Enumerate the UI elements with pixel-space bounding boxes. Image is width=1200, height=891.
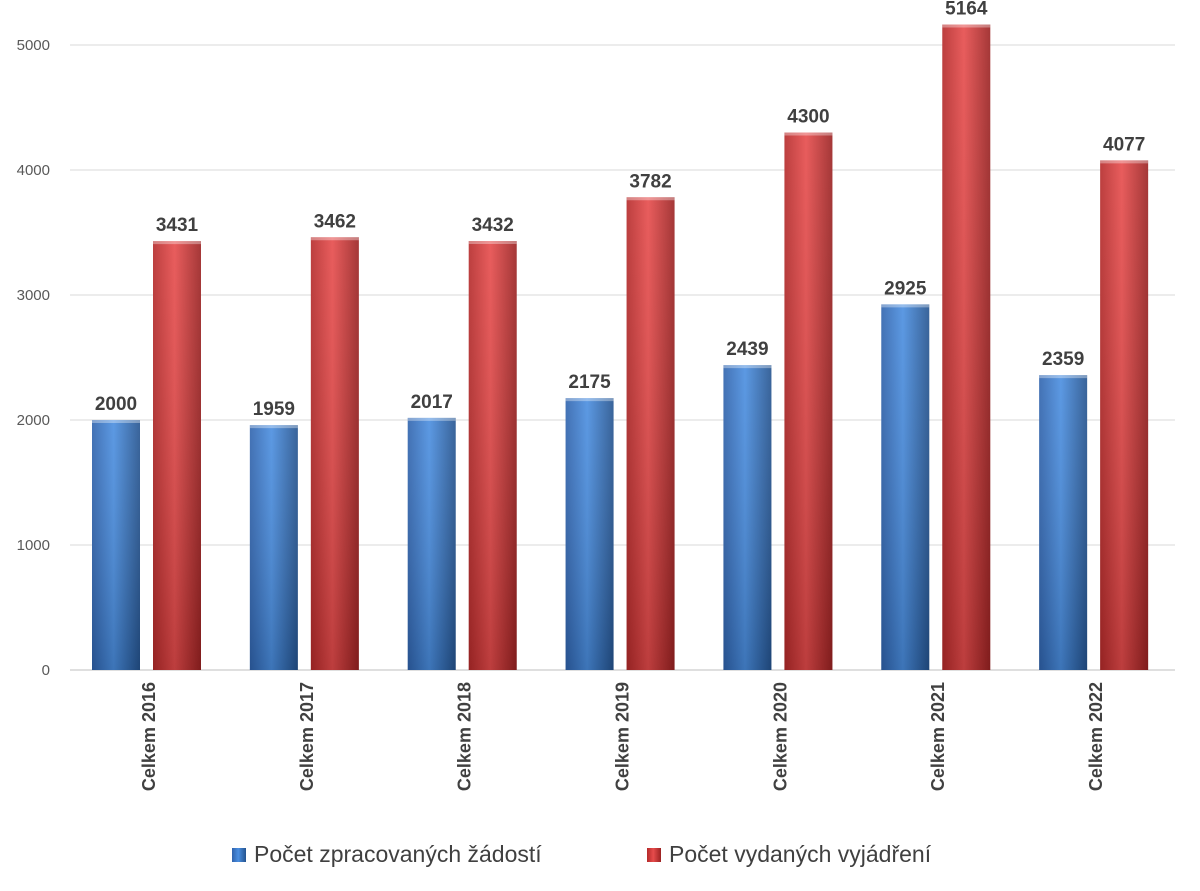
x-axis: Celkem 2016 Celkem 2017 Celkem 2018 Celkem … xyxy=(139,682,1106,791)
bar xyxy=(881,304,930,670)
data-label: 3462 xyxy=(314,211,356,232)
legend-item: Počet vydaných vyjádření xyxy=(647,841,932,867)
data-labels: 2000 3431 1959 3462 2017 3432 2175 3782 2439 4300… xyxy=(95,0,1145,420)
x-tick-label: Celkem 2022 xyxy=(1086,682,1106,791)
y-tick-label: 3000 xyxy=(17,287,50,304)
bar xyxy=(1100,160,1149,670)
bars xyxy=(92,24,1149,670)
bar xyxy=(468,241,517,670)
legend: Počet zpracovaných žádostí Počet vydaných… xyxy=(232,841,932,867)
y-tick-label: 1000 xyxy=(17,537,50,554)
data-label: 4077 xyxy=(1103,134,1145,155)
x-tick-label: Celkem 2021 xyxy=(928,682,948,791)
bar xyxy=(723,365,772,670)
data-label: 2017 xyxy=(411,392,453,413)
y-tick-label: 0 xyxy=(42,662,50,679)
bar xyxy=(407,417,456,670)
bar xyxy=(92,420,140,670)
data-label: 1959 xyxy=(253,399,295,420)
legend-item: Počet zpracovaných žádostí xyxy=(232,841,542,867)
legend-swatch xyxy=(647,848,661,862)
data-label: 3432 xyxy=(472,215,514,236)
y-tick-label: 5000 xyxy=(17,37,50,54)
bar xyxy=(565,398,614,670)
data-label: 2359 xyxy=(1042,349,1084,370)
data-label: 3782 xyxy=(629,171,671,192)
legend-label: Počet vydaných vyjádření xyxy=(669,841,932,867)
x-tick-label: Celkem 2016 xyxy=(139,682,159,791)
data-label: 4300 xyxy=(787,107,829,128)
data-label: 5164 xyxy=(945,0,988,20)
data-label: 2000 xyxy=(95,394,137,415)
data-label: 2175 xyxy=(568,372,611,393)
bar xyxy=(942,24,991,670)
y-tick-label: 4000 xyxy=(17,162,50,179)
x-tick-label: Celkem 2018 xyxy=(455,682,475,791)
x-tick-label: Celkem 2020 xyxy=(770,682,790,791)
x-tick-label: Celkem 2017 xyxy=(297,682,317,791)
bar xyxy=(1039,375,1088,670)
bar xyxy=(153,241,201,670)
data-label: 2925 xyxy=(884,278,927,299)
y-axis: 0 1000 2000 3000 4000 5000 xyxy=(17,37,50,679)
bar xyxy=(784,132,833,670)
data-label: 3431 xyxy=(156,215,199,236)
legend-swatch xyxy=(232,848,246,862)
bar xyxy=(310,237,359,670)
x-tick-label: Celkem 2019 xyxy=(613,682,633,791)
legend-label: Počet zpracovaných žádostí xyxy=(254,841,542,867)
bar xyxy=(626,197,675,670)
bar xyxy=(249,425,298,670)
data-label: 2439 xyxy=(726,339,768,360)
y-tick-label: 2000 xyxy=(17,412,50,429)
gridlines xyxy=(70,44,1175,671)
